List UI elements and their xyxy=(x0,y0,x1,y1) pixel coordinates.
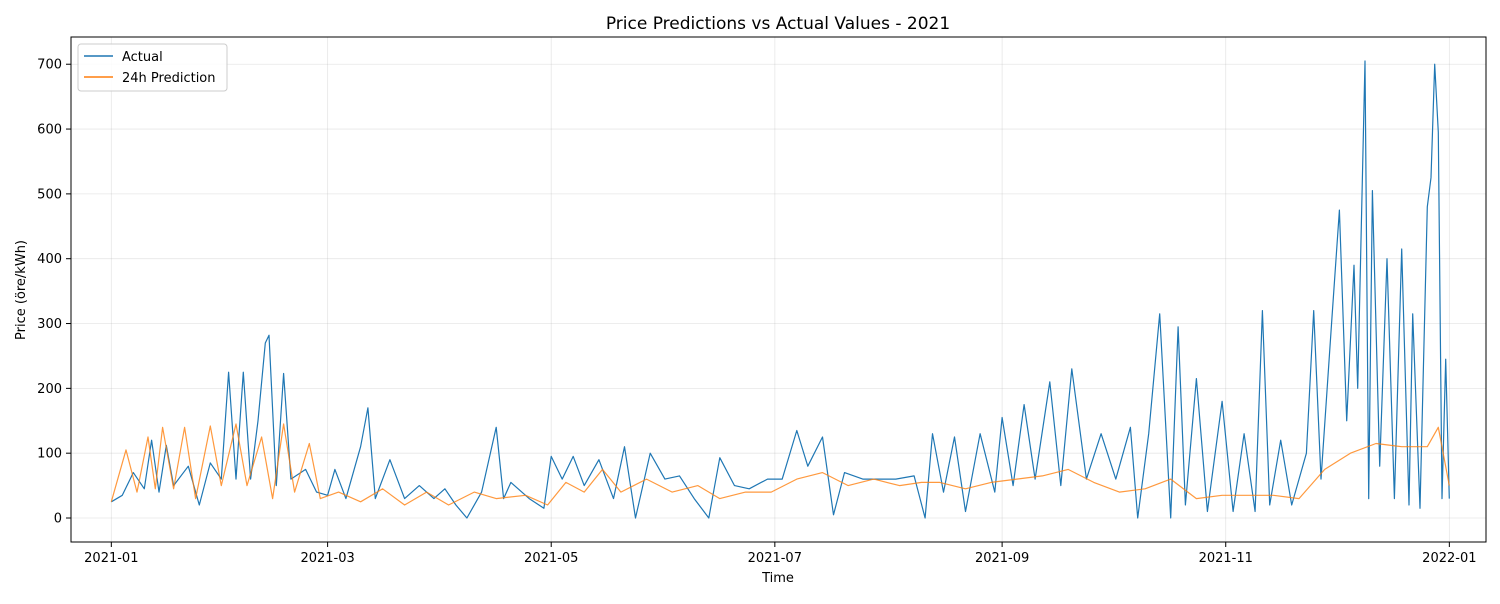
legend: Actual 24h Prediction xyxy=(77,43,228,92)
y-tick-label: 100 xyxy=(37,447,62,462)
legend-label-actual: Actual xyxy=(122,50,163,65)
x-tick-label: 2021-01 xyxy=(84,551,138,566)
series-line-prediction xyxy=(110,423,1450,506)
series-line-actual xyxy=(110,60,1450,519)
x-tick-label: 2021-05 xyxy=(524,551,578,566)
axis-ticks: 2021-01 2021-03 2021-05 2021-07 2021-09 2021-… xyxy=(37,58,1476,566)
y-tick-label: 200 xyxy=(37,382,62,397)
y-tick-label: 500 xyxy=(37,187,62,202)
x-axis-title: Time xyxy=(761,571,794,586)
y-tick-label: 600 xyxy=(37,123,62,138)
y-tick-label: 0 xyxy=(54,512,62,527)
y-tick-label: 400 xyxy=(37,252,62,267)
x-tick-label: 2022-01 xyxy=(1422,551,1476,566)
y-tick-label: 300 xyxy=(37,317,62,332)
x-tick-label: 2021-09 xyxy=(975,551,1029,566)
legend-box xyxy=(77,43,228,92)
x-tick-label: 2021-11 xyxy=(1199,551,1253,566)
x-tick-label: 2021-03 xyxy=(300,551,354,566)
y-axis-title: Price (öre/kWh) xyxy=(14,240,29,340)
x-tick-label: 2021-07 xyxy=(748,551,802,566)
plot-frame xyxy=(70,36,1487,543)
grid-lines xyxy=(71,37,1486,542)
y-tick-label: 700 xyxy=(37,58,62,73)
chart-title: Price Predictions vs Actual Values - 202… xyxy=(606,14,950,34)
series-lines xyxy=(110,60,1450,519)
legend-label-prediction: 24h Prediction xyxy=(122,71,216,86)
